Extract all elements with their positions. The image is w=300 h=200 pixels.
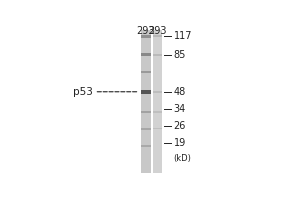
Bar xyxy=(153,91,162,93)
Bar xyxy=(141,145,151,147)
Bar xyxy=(141,111,151,113)
Bar xyxy=(153,35,162,37)
Bar xyxy=(141,71,151,73)
Text: 26: 26 xyxy=(173,121,186,131)
Bar xyxy=(141,128,151,130)
Text: p53: p53 xyxy=(74,87,93,97)
Bar xyxy=(141,35,151,38)
Text: 293: 293 xyxy=(148,26,167,36)
Bar xyxy=(141,53,151,56)
Text: (kD): (kD) xyxy=(173,154,191,163)
Text: 34: 34 xyxy=(173,104,186,114)
Bar xyxy=(141,30,151,173)
Text: 85: 85 xyxy=(173,50,186,60)
Text: 19: 19 xyxy=(173,138,186,148)
Bar xyxy=(153,111,162,113)
Text: 48: 48 xyxy=(173,87,186,97)
Bar xyxy=(153,30,162,173)
Bar xyxy=(153,54,162,56)
Bar xyxy=(141,90,151,94)
Text: 293: 293 xyxy=(136,26,155,36)
Text: 117: 117 xyxy=(173,31,192,41)
Bar xyxy=(153,128,162,129)
